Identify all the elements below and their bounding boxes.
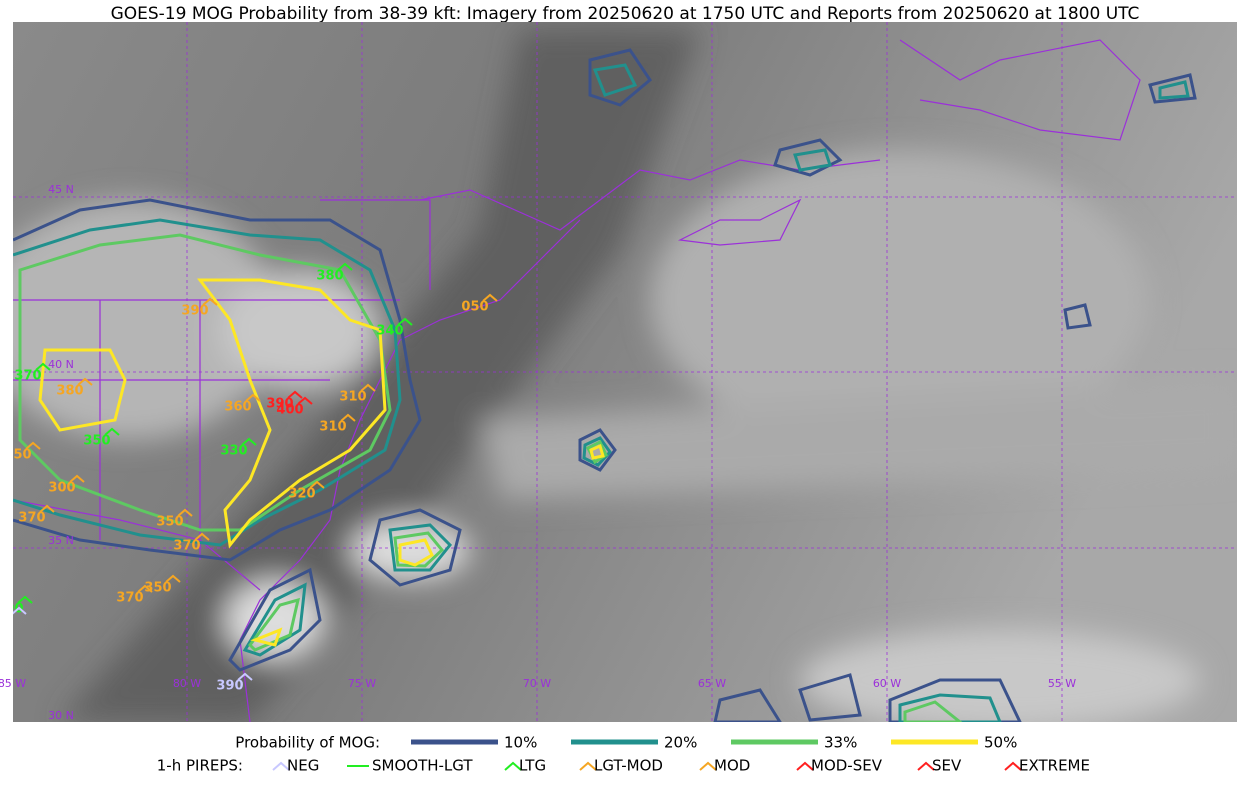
- pirep-label: 20: [0, 613, 13, 628]
- pirep-symbol: [245, 393, 261, 402]
- lon-label: 85 W: [0, 677, 26, 690]
- legend-symbol: [272, 761, 290, 771]
- legend-symbol: [699, 761, 717, 771]
- legend-label: NEG: [287, 757, 319, 775]
- pirep-symbol: [309, 480, 325, 489]
- pirep-label: 330: [220, 444, 247, 459]
- lon-label: 70 W: [523, 677, 551, 690]
- pirep-symbol: [297, 396, 313, 405]
- pirep-symbol: [25, 441, 41, 450]
- lat-label: 40 N: [48, 358, 74, 371]
- pirep-label: 350: [156, 515, 183, 530]
- legend-label: LGT-MOD: [594, 757, 663, 775]
- pirep-label: 310: [339, 390, 366, 405]
- lat-label: 30 N: [48, 709, 74, 722]
- legend-symbol: [1004, 761, 1022, 771]
- pirep-symbol: [104, 427, 120, 436]
- pirep-label: 380: [316, 269, 343, 284]
- legend-symbol: [917, 761, 935, 771]
- lon-label: 65 W: [698, 677, 726, 690]
- legend-label: SEV: [932, 757, 962, 775]
- pirep-symbol: [237, 672, 253, 681]
- pirep-label: 400: [276, 403, 303, 418]
- pirep-label: 050: [461, 300, 488, 315]
- legend-label: 10%: [504, 734, 537, 752]
- mog-contours: [13, 48, 1197, 722]
- graticule-labels: 45 N 40 N 35 N 30 N 85 W 80 W 75 W 70 W 65 W 60 W…: [0, 183, 1076, 722]
- legend-label: 50%: [984, 734, 1017, 752]
- lat-label: 35 N: [48, 534, 74, 547]
- legend-symbol: [796, 761, 814, 771]
- pirep-legend-title: 1-h PIREPS:: [157, 757, 243, 775]
- lat-label: 45 N: [48, 183, 74, 196]
- pirep-symbol: [287, 390, 303, 399]
- lon-label: 55 W: [1048, 677, 1076, 690]
- pirep-symbol: [39, 504, 55, 513]
- lon-label: 80 W: [173, 677, 201, 690]
- pirep-symbol: [137, 584, 153, 593]
- pirep-symbol: [482, 293, 498, 302]
- pirep-symbol: [77, 377, 93, 386]
- pirep-symbol: [177, 508, 193, 517]
- pirep-label: 350: [83, 434, 110, 449]
- pirep-symbol: [337, 262, 353, 271]
- pirep-label: 360: [224, 400, 251, 415]
- legend-symbol: [504, 761, 522, 771]
- pirep-label: 340: [376, 324, 403, 339]
- pirep-label: 370: [116, 591, 143, 606]
- pirep-label: 300: [48, 481, 75, 496]
- legend: Probability of MOG: 10% 20% 33% 50% 1-h PIREP…: [157, 734, 1090, 775]
- pirep-label: 390: [266, 397, 293, 412]
- pirep-label: 320: [288, 487, 315, 502]
- legend-symbol: [579, 761, 597, 771]
- mog-legend-title: Probability of MOG:: [235, 734, 380, 752]
- pirep-label: 370: [173, 539, 200, 554]
- pirep-symbol: [13, 606, 27, 615]
- pirep-symbol: [165, 574, 181, 583]
- graticule: [13, 22, 1237, 722]
- pirep-symbol: [241, 437, 257, 446]
- pirep-label: 350: [4, 448, 31, 463]
- lon-label: 60 W: [873, 677, 901, 690]
- legend-label: MOD: [714, 757, 750, 775]
- legend-label: EXTREME: [1019, 757, 1090, 775]
- coastlines: [13, 39, 1141, 722]
- title: GOES-19 MOG Probability from 38-39 kft: …: [111, 4, 1140, 24]
- pirep-label: 370: [18, 511, 45, 526]
- legend-label: MOD-SEV: [811, 757, 883, 775]
- pirep-symbol: [340, 413, 356, 422]
- pirep-symbol: [202, 297, 218, 306]
- pirep-label: 390: [216, 679, 243, 694]
- pirep-symbol: [194, 532, 210, 541]
- legend-label: LTG: [519, 757, 546, 775]
- pirep-symbol: [35, 362, 51, 371]
- legend-label: SMOOTH-LGT: [372, 757, 473, 775]
- pirep-symbol: [397, 317, 413, 326]
- pirep-label: 310: [319, 420, 346, 435]
- pirep-symbol: [360, 383, 376, 392]
- legend-label: 33%: [824, 734, 857, 752]
- pirep-label: 370: [14, 369, 41, 384]
- legend-label: 20%: [664, 734, 697, 752]
- lon-label: 75 W: [348, 677, 376, 690]
- pirep-label: 390: [181, 304, 208, 319]
- pirep-label: 380: [56, 384, 83, 399]
- pirep-symbol: [17, 595, 33, 604]
- pirep-symbol: [69, 474, 85, 483]
